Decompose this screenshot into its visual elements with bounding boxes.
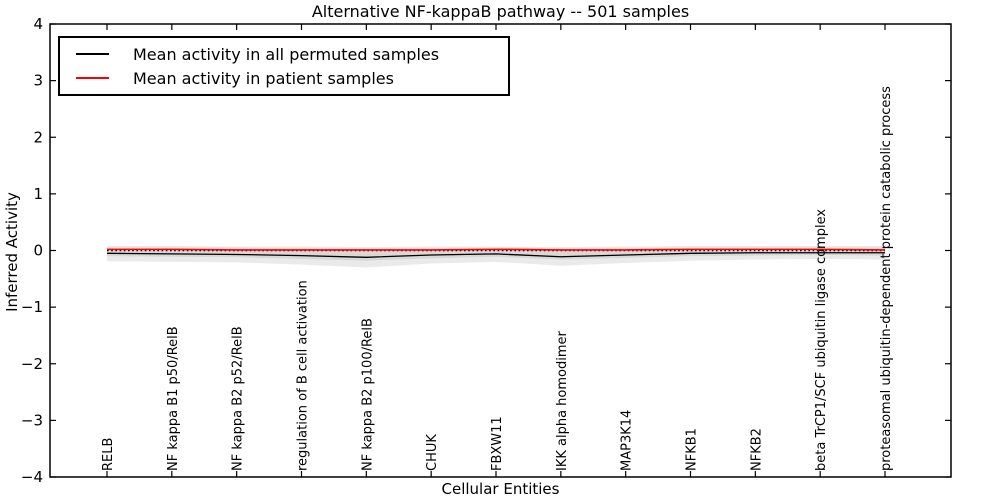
chart-title: Alternative NF-kappaB pathway -- 501 sam… — [311, 2, 690, 21]
x-tick-label: CHUK — [425, 434, 440, 471]
legend-box: Mean activity in all permuted samples Me… — [58, 36, 510, 96]
series-line-0 — [106, 252, 885, 258]
series-line-1 — [107, 248, 886, 251]
black-line-swatch — [76, 53, 109, 55]
legend-label-patient: Mean activity in patient samples — [133, 68, 394, 88]
x-tick-label: NFKB2 — [749, 428, 764, 471]
x-tick-label: beta TrCP1/SCF ubiquitin ligase complex — [814, 209, 829, 471]
y-tick-label: −4 — [21, 468, 43, 486]
legend-item-permuted: Mean activity in all permuted samples — [68, 42, 500, 66]
y-tick-label: 2 — [33, 128, 43, 146]
x-tick-label: NF kappa B2 p100/RelB — [360, 318, 375, 471]
y-tick-label: 4 — [33, 15, 43, 33]
x-tick-label: FBXW11 — [490, 416, 505, 471]
y-axis-label: Inferred Activity — [3, 192, 21, 312]
x-tick-label: NF kappa B2 p52/RelB — [231, 326, 246, 471]
legend-label-permuted: Mean activity in all permuted samples — [133, 44, 440, 64]
x-tick-label: RELB — [101, 438, 116, 471]
y-tick-label: −2 — [21, 355, 43, 373]
y-tick-label: −3 — [21, 411, 43, 429]
x-tick-label: regulation of B cell activation — [296, 280, 311, 471]
red-line-swatch — [76, 77, 109, 79]
x-tick-label: MAP3K14 — [620, 410, 635, 471]
y-tick-label: 3 — [33, 72, 43, 90]
y-tick-label: 1 — [33, 185, 43, 203]
y-tick-label: −1 — [21, 298, 43, 316]
x-tick-label: proteasomal ubiquitin-dependent protein … — [879, 86, 894, 471]
legend-item-patient: Mean activity in patient samples — [68, 66, 500, 90]
y-tick-label: 0 — [33, 242, 43, 260]
x-tick-label: IKK alpha homodimer — [555, 330, 570, 471]
x-tick-label: NFKB1 — [685, 428, 700, 471]
x-axis-label: Cellular Entities — [441, 480, 560, 498]
x-tick-label: NF kappa B1 p50/RelB — [166, 326, 181, 471]
